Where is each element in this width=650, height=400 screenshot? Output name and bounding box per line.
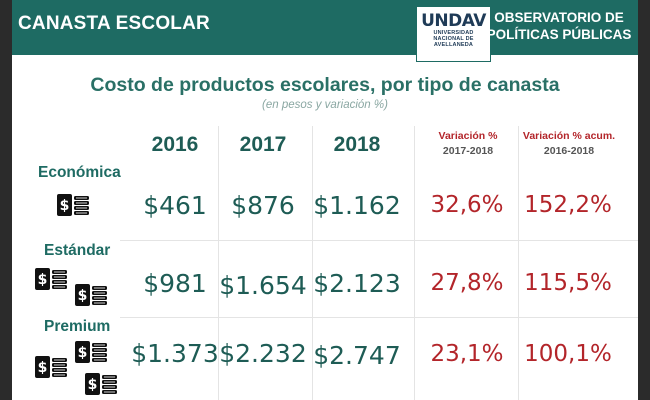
grid-divider (312, 126, 313, 400)
grid-divider (218, 126, 219, 400)
cumulative-variation-cell: 152,2% (524, 192, 612, 218)
column-header-cumulative-variation: Variación % acum. 2016-2018 (514, 129, 624, 159)
money-icon (56, 192, 90, 218)
value-cell: $2.747 (313, 341, 401, 370)
value-cell: $1.373 (131, 339, 219, 368)
column-header-2018: 2018 (333, 133, 381, 156)
value-cell: $2.232 (219, 339, 307, 368)
variation-header-line1: Variación % (438, 130, 498, 142)
variation-cell: 27,8% (430, 270, 504, 296)
row-divider (120, 317, 638, 318)
grid-divider (518, 126, 519, 400)
variation-header-line2: 2017-2018 (442, 145, 494, 157)
page-title: Costo de productos escolares, por tipo d… (90, 74, 560, 96)
cumulative-variation-cell: 100,1% (524, 341, 612, 367)
column-header-variation: Variación % 2017-2018 (413, 129, 523, 159)
infographic-frame: CANASTA ESCOLAR UNDAV UNIVERSIDAD NACION… (12, 0, 638, 400)
value-cell: $1.654 (219, 271, 307, 300)
money-icon (74, 339, 108, 365)
value-cell: $2.123 (313, 269, 401, 298)
logo-sub-line: NACIONAL DE (433, 36, 474, 42)
undav-logo: UNDAV UNIVERSIDAD NACIONAL DE AVELLANEDA (416, 6, 491, 62)
observatory-line: OBSERVATORIO DE (494, 10, 624, 25)
row-label-estandar: Estándar (44, 242, 111, 259)
cumulative-header-line1: Variación % acum. (522, 130, 616, 142)
column-header-2016: 2016 (151, 133, 199, 156)
money-icon (34, 266, 68, 292)
money-icon (74, 282, 108, 308)
value-cell: $876 (231, 191, 295, 220)
observatory-label: OBSERVATORIO DE POLÍTICAS PÚBLICAS (484, 9, 634, 43)
header-title: CANASTA ESCOLAR (18, 13, 210, 34)
logo-main-text: UNDAV (421, 11, 486, 31)
logo-sub-line: AVELLANEDA (433, 42, 474, 48)
variation-cell: 23,1% (430, 341, 504, 367)
value-cell: $461 (143, 191, 207, 220)
row-divider (120, 240, 638, 241)
money-icon (34, 354, 68, 380)
logo-sub-line: UNIVERSIDAD (433, 30, 474, 36)
money-icon (84, 371, 118, 397)
observatory-line: POLÍTICAS PÚBLICAS (486, 27, 632, 42)
grid-divider (414, 126, 415, 400)
value-cell: $1.162 (313, 191, 401, 220)
value-cell: $981 (143, 269, 207, 298)
cumulative-header-line2: 2016-2018 (543, 145, 595, 157)
column-header-2017: 2017 (239, 133, 287, 156)
header-bar: CANASTA ESCOLAR UNDAV UNIVERSIDAD NACION… (12, 0, 638, 62)
cumulative-variation-cell: 115,5% (524, 270, 612, 296)
variation-cell: 32,6% (430, 192, 504, 218)
page-subtitle: (en pesos y variación %) (262, 99, 388, 111)
row-label-economica: Económica (38, 164, 121, 181)
row-label-premium: Premium (44, 318, 111, 335)
